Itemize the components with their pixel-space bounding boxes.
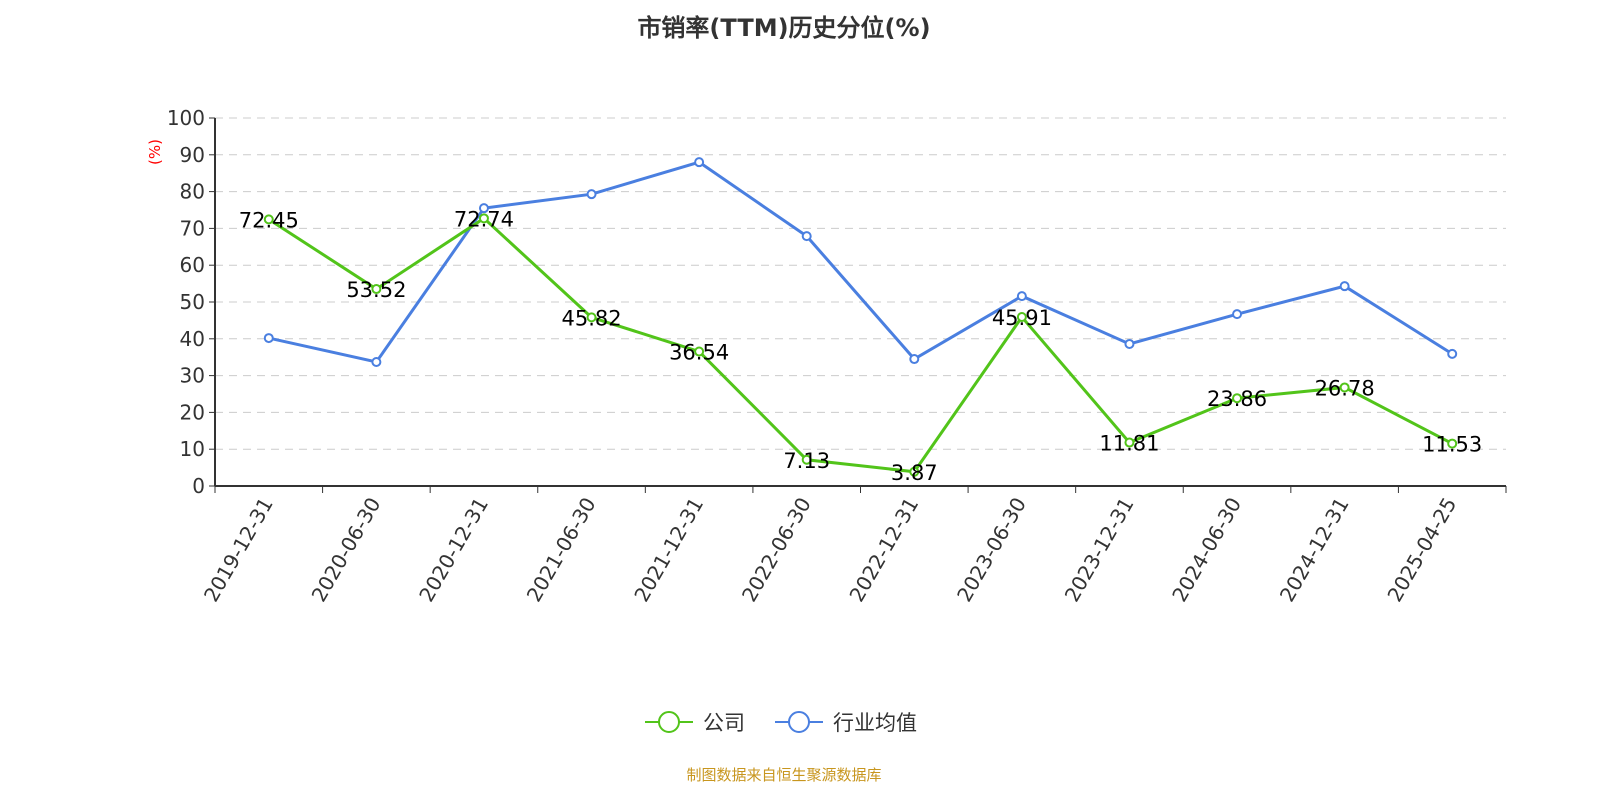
data-point[interactable] <box>801 454 812 465</box>
y-tick-label: 70 <box>180 216 205 240</box>
y-tick-label: 0 <box>192 474 205 498</box>
data-point[interactable] <box>371 284 382 295</box>
chart-title: 市销率(TTM)历史分位(%) <box>637 14 931 42</box>
data-label: 26.78 <box>1315 376 1375 400</box>
data-label: 3.87 <box>891 461 938 485</box>
data-label: 23.86 <box>1207 387 1267 411</box>
data-point[interactable] <box>1339 281 1350 292</box>
x-tick-label: 2023-12-31 <box>1060 493 1139 606</box>
data-point[interactable] <box>478 203 489 214</box>
y-tick-label: 10 <box>180 437 205 461</box>
x-tick-label: 2021-12-31 <box>629 493 708 606</box>
series-line <box>268 160 1454 364</box>
y-tick-label: 30 <box>180 364 205 388</box>
legend-circle-icon <box>788 711 810 733</box>
legend-label: 公司 <box>703 711 745 735</box>
x-tick-label: 2023-06-30 <box>952 493 1031 606</box>
legend-item[interactable]: 行业均值 <box>775 711 917 735</box>
x-tick-label: 2024-06-30 <box>1167 493 1246 606</box>
series-公司: 72.45 53.52 72.74 45.82 36.54 7.13 3.87 45.91 11… <box>239 207 1483 484</box>
x-tick-label: 2025-04-25 <box>1382 493 1461 606</box>
legend-label: 行业均值 <box>833 711 917 735</box>
y-tick-label: 80 <box>180 180 205 204</box>
data-label: 45.91 <box>992 306 1052 330</box>
data-label: 45.82 <box>561 306 621 330</box>
data-point[interactable] <box>586 312 597 323</box>
data-point[interactable] <box>478 213 489 224</box>
data-point[interactable] <box>1232 309 1243 320</box>
x-tick-label: 2024-12-31 <box>1275 493 1354 606</box>
data-label: 53.52 <box>346 278 406 302</box>
data-point[interactable] <box>1124 338 1135 349</box>
data-point[interactable] <box>263 214 274 225</box>
data-label: 11.81 <box>1099 432 1159 456</box>
x-tick-label: 2020-12-31 <box>414 493 493 606</box>
x-tick-label: 2022-06-30 <box>737 493 816 606</box>
data-point[interactable] <box>263 333 274 344</box>
data-point[interactable] <box>694 346 705 357</box>
data-point[interactable] <box>909 354 920 365</box>
y-tick-label: 40 <box>180 327 205 351</box>
data-point[interactable] <box>371 356 382 367</box>
series-line <box>267 216 1453 474</box>
y-tick-label: 100 <box>167 106 205 130</box>
series-行业均值 <box>263 157 1458 367</box>
data-point[interactable] <box>1339 382 1350 393</box>
y-tick-label: 20 <box>180 400 205 424</box>
source-note: 制图数据来自恒生聚源数据库 <box>686 766 882 784</box>
data-point[interactable] <box>1447 348 1458 359</box>
y-tick-label: 60 <box>180 253 205 277</box>
data-point[interactable] <box>909 466 920 477</box>
y-tick-label: 90 <box>180 143 205 167</box>
data-label: 7.13 <box>783 449 830 473</box>
data-point[interactable] <box>1016 312 1027 323</box>
y-tick-label: 50 <box>180 290 205 314</box>
legend-item[interactable]: 公司 <box>645 711 745 735</box>
data-point[interactable] <box>1447 438 1458 449</box>
data-point[interactable] <box>1124 437 1135 448</box>
legend-circle-icon <box>658 711 680 733</box>
data-point[interactable] <box>1016 291 1027 302</box>
data-point[interactable] <box>694 157 705 168</box>
data-point[interactable] <box>586 189 597 200</box>
data-label: 72.45 <box>239 208 299 232</box>
x-tick-label: 2021-06-30 <box>522 493 601 606</box>
x-tick-label: 2022-12-31 <box>844 493 923 606</box>
data-label: 36.54 <box>669 341 729 365</box>
data-label: 11.53 <box>1422 433 1482 457</box>
x-tick-label: 2020-06-30 <box>307 493 386 606</box>
data-point[interactable] <box>1232 393 1243 404</box>
y-axis-label: (%) <box>146 139 164 165</box>
data-label: 72.74 <box>454 207 514 231</box>
x-tick-label: 2019-12-31 <box>199 493 278 606</box>
data-point[interactable] <box>801 231 812 242</box>
